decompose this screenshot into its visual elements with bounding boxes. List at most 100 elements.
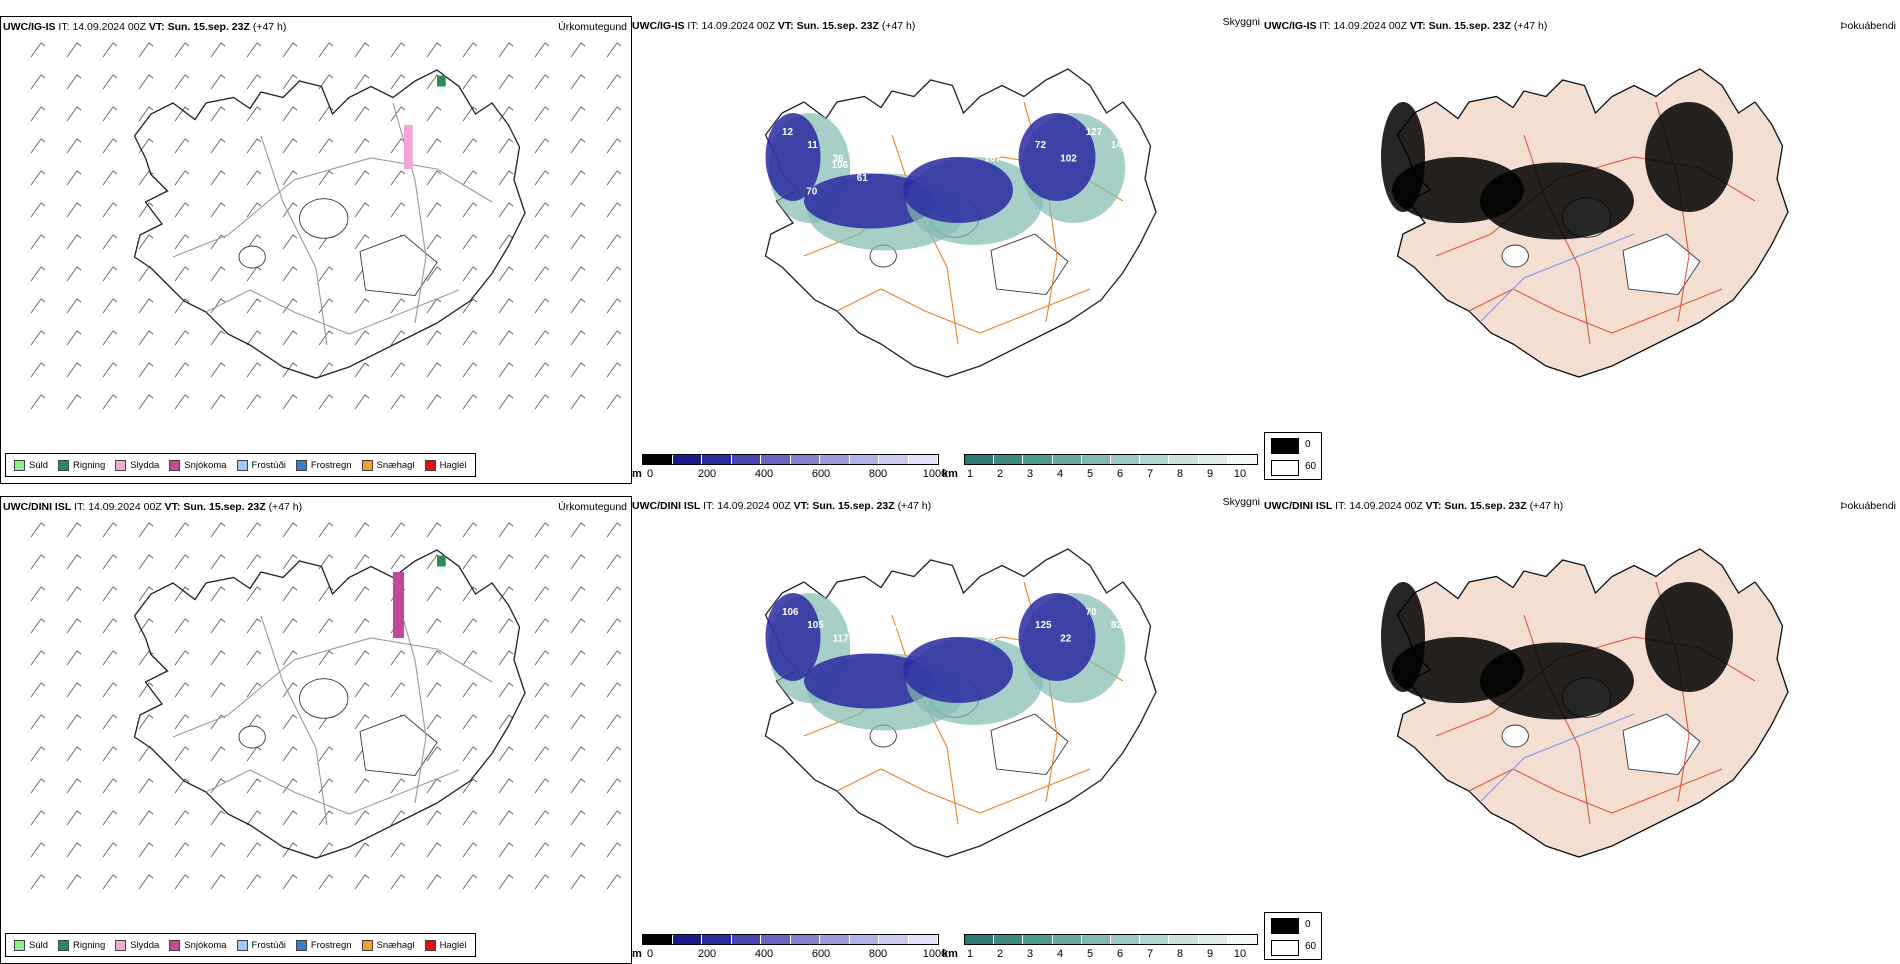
colorbar-tick: 5 (1086, 468, 1094, 480)
wind-barb (498, 618, 514, 634)
wind-barb (426, 298, 442, 314)
colorbar-swatch (702, 935, 732, 944)
wind-barb (174, 138, 190, 154)
wind-barb (318, 266, 334, 282)
wind-barb (318, 42, 334, 58)
wind-barb (462, 234, 478, 250)
colorbar-swatch (643, 455, 673, 464)
legend-entry: Frostúði (236, 459, 286, 471)
wind-barb (66, 650, 82, 666)
legend-swatch (236, 459, 248, 471)
lead-time: (+47 h) (881, 20, 916, 32)
wind-barb (138, 234, 154, 250)
wind-barb (606, 298, 622, 314)
wind-barb (606, 170, 622, 186)
lead-time: (+47 h) (1513, 20, 1548, 32)
lead-time: (+47 h) (252, 21, 287, 33)
wind-barb (390, 106, 406, 122)
it-value: 14.09.2024 00Z (1333, 20, 1407, 32)
wind-barb (318, 522, 334, 538)
wind-barb (30, 714, 46, 730)
wind-barb (30, 682, 46, 698)
glacier-outline (299, 198, 349, 239)
colorbar-tick: 4 (1056, 468, 1064, 480)
wind-barb (534, 202, 550, 218)
model-name: UWC/IG-IS (632, 20, 685, 32)
wind-barb (282, 586, 298, 602)
low-ceiling-area (765, 113, 821, 201)
road-line (205, 769, 460, 815)
wind-barb (138, 170, 154, 186)
param-title: Úrkomutegund (558, 501, 627, 513)
wind-barb (66, 42, 82, 58)
wind-barb (138, 714, 154, 730)
wind-barb (282, 298, 298, 314)
colorbar-tick: 1 (966, 468, 974, 480)
colorbar-tick: 400 (754, 468, 774, 480)
wind-barb (462, 74, 478, 90)
wind-barb (66, 618, 82, 634)
colorbar-tick: 7 (1146, 468, 1154, 480)
wind-barb (534, 522, 550, 538)
wind-barb (66, 298, 82, 314)
wind-barb (606, 810, 622, 826)
wind-barb (606, 106, 622, 122)
wind-barb (246, 714, 262, 730)
glacier-outline (299, 678, 349, 719)
colorbar-tick: 2 (996, 468, 1004, 480)
legend-label: Snjókoma (184, 939, 227, 951)
wind-barb (570, 810, 586, 826)
wind-barb (102, 618, 118, 634)
row2-cloud-panel: UWC/DINI ISL IT: 14.09.2024 00Z VT: Sun.… (632, 496, 1264, 964)
wind-barb (498, 266, 514, 282)
wind-barb (462, 810, 478, 826)
ceiling-value-label: 82 (1111, 620, 1123, 631)
wind-barb (174, 394, 190, 410)
precip-map (30, 42, 622, 410)
wind-barb (102, 138, 118, 154)
colorbar-swatch (820, 455, 850, 464)
wind-barb (102, 778, 118, 794)
wind-barb (606, 714, 622, 730)
wind-barb (354, 170, 370, 186)
wind-barb (318, 138, 334, 154)
wind-barb (282, 554, 298, 570)
vt-value: Sun. 15.sep. 23Z (812, 500, 895, 512)
wind-barb (246, 362, 262, 378)
wind-barb (390, 810, 406, 826)
wind-barb (138, 298, 154, 314)
row1-cloud-header: UWC/IG-IS IT: 14.09.2024 00Z VT: Sun. 15… (632, 20, 1264, 32)
wind-barb (570, 106, 586, 122)
legend-swatch (361, 939, 373, 951)
wind-barb (570, 522, 586, 538)
wind-barb (102, 810, 118, 826)
colorbar-swatch (908, 455, 938, 464)
wind-barb (462, 682, 478, 698)
wind-barb (210, 650, 226, 666)
colorbar-swatch (1023, 935, 1053, 944)
fog-key-label: 60 (1305, 461, 1317, 472)
lead-time: (+47 h) (1529, 500, 1564, 512)
wind-barb (30, 298, 46, 314)
wind-barb (354, 138, 370, 154)
river-line (1479, 713, 1635, 803)
wind-barb (426, 170, 442, 186)
row2-fog-header: UWC/DINI ISL IT: 14.09.2024 00Z VT: Sun.… (1264, 500, 1896, 512)
low-ceiling-area (804, 173, 936, 229)
legend-swatch (169, 459, 181, 471)
wind-barb (534, 394, 550, 410)
wind-barb (318, 330, 334, 346)
wind-barb (138, 778, 154, 794)
road-line (260, 135, 328, 346)
row1-fog-panel: UWC/IG-IS IT: 14.09.2024 00Z VT: Sun. 15… (1264, 16, 1896, 484)
wind-barb (498, 106, 514, 122)
wind-barb (210, 586, 226, 602)
ceiling-value-label: 127 (1086, 127, 1103, 138)
legend-entry: Snjókoma (169, 459, 227, 471)
rain-area (437, 75, 446, 87)
fog-index-key: 0 60 (1264, 912, 1322, 960)
wind-barb (318, 746, 334, 762)
colorbar-strip (964, 934, 1258, 945)
wind-barb (498, 42, 514, 58)
colorbar-swatch (790, 935, 820, 944)
